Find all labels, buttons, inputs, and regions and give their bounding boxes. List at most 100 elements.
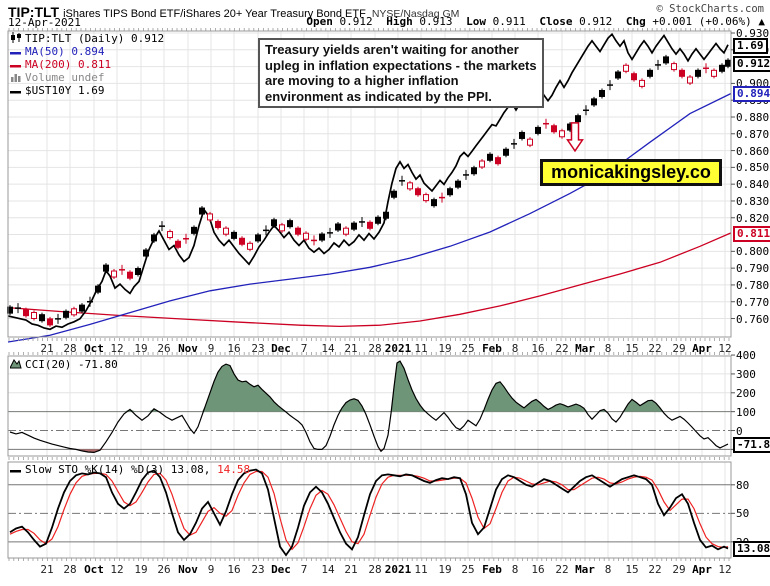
legend-cci: CCI(20) -71.80 bbox=[9, 358, 118, 372]
x-axis-label: 26 bbox=[157, 563, 171, 576]
legend-ma50: MA(50) 0.894 bbox=[10, 45, 104, 59]
y-axis-label: 0.830 bbox=[736, 194, 770, 208]
ticker-description: iShares TIPS Bond ETF/iShares 20+ Year T… bbox=[63, 8, 366, 20]
x-axis-label: 16 bbox=[227, 563, 241, 576]
x-axis-label: 25 bbox=[461, 342, 475, 355]
legend-stochastic: Slow STO %K(14) %D(3) 13.08, 14.58 bbox=[10, 463, 250, 477]
x-axis-label: 8 bbox=[511, 563, 519, 576]
close-value: 0.912 bbox=[579, 15, 613, 28]
y-axis-label: 400 bbox=[736, 349, 756, 363]
watermark-badge: monicakingsley.co bbox=[540, 159, 722, 186]
black-line-icon bbox=[10, 85, 22, 98]
y-axis-label: 0.930 bbox=[736, 27, 770, 40]
y-axis-label: 50 bbox=[736, 507, 750, 521]
x-axis-label: Apr bbox=[692, 563, 712, 576]
x-axis-label: Nov bbox=[178, 563, 198, 576]
y-axis-label: 0.850 bbox=[736, 161, 770, 175]
x-axis-label: 12 bbox=[718, 563, 732, 576]
x-axis-label: 29 bbox=[672, 342, 686, 355]
x-axis-label: 16 bbox=[531, 563, 545, 576]
ticker-symbol: TIP:TLT bbox=[8, 4, 60, 20]
y-axis-label: 0.880 bbox=[736, 110, 770, 124]
x-axis-label: 28 bbox=[368, 342, 382, 355]
x-axis-label: 21 bbox=[344, 563, 358, 576]
x-axis-label: 21 bbox=[40, 563, 54, 576]
price-callout: 13.08 bbox=[733, 541, 770, 558]
x-axis-label: Oct bbox=[84, 563, 104, 576]
chg-value: +0.001 (+0.06%) bbox=[652, 15, 752, 28]
up-arrow-icon: ▲ bbox=[758, 15, 765, 28]
x-axis-label: 9 bbox=[207, 563, 215, 576]
x-axis-label: Nov bbox=[178, 342, 198, 355]
x-axis-label: 28 bbox=[63, 563, 77, 576]
annotation-text-box: Treasury yields aren't waiting for anoth… bbox=[258, 38, 544, 108]
legend-price: TIP:TLT (Daily) 0.912 bbox=[10, 32, 164, 46]
x-axis-label: 15 bbox=[625, 342, 639, 355]
chart-date: 12-Apr-2021 bbox=[8, 16, 81, 29]
y-axis-label: 0.760 bbox=[736, 312, 770, 326]
high-label: High bbox=[386, 15, 413, 28]
x-axis-label: 15 bbox=[625, 563, 639, 576]
x-axis-label: Mar bbox=[575, 563, 595, 576]
x-axis-label: 8 bbox=[511, 342, 519, 355]
x-axis-label: 12 bbox=[718, 342, 732, 355]
y-axis-label: 0.860 bbox=[736, 144, 770, 158]
y-axis-label: 0 bbox=[736, 424, 743, 438]
x-axis-label: Feb bbox=[482, 342, 502, 355]
volume-bars-icon bbox=[10, 72, 22, 85]
y-axis-label: 80 bbox=[736, 478, 750, 492]
open-label: Open bbox=[306, 15, 333, 28]
y-axis-label: 0.790 bbox=[736, 262, 770, 276]
x-axis-label: Mar bbox=[575, 342, 595, 355]
y-axis-label: 0.770 bbox=[736, 295, 770, 309]
y-axis-label: 0.780 bbox=[736, 278, 770, 292]
y-axis-label: 0.840 bbox=[736, 178, 770, 192]
blue-line-icon bbox=[10, 46, 22, 59]
x-axis-label: Dec bbox=[271, 342, 291, 355]
price-callout: 0.894 bbox=[733, 86, 770, 103]
x-axis-label: 14 bbox=[321, 342, 335, 355]
red-line-icon bbox=[10, 59, 22, 72]
x-axis-label: 12 bbox=[110, 342, 124, 355]
x-axis-label: 2021 bbox=[384, 563, 412, 576]
open-value: 0.912 bbox=[339, 15, 373, 28]
ohlc-readout: Open 0.912 High 0.913 Low 0.911 Close 0.… bbox=[299, 15, 765, 28]
chart-header: TIP:TLT iShares TIPS Bond ETF/iShares 20+… bbox=[8, 2, 459, 21]
x-axis-label: 2021 bbox=[384, 342, 412, 355]
x-axis-label: 12 bbox=[110, 563, 124, 576]
stockcharts-copyright: © StockCharts.com bbox=[656, 3, 764, 15]
y-axis-label: 0.870 bbox=[736, 127, 770, 141]
black-line-icon bbox=[10, 464, 22, 477]
x-axis-label: 8 bbox=[604, 563, 612, 576]
x-axis-label: 19 bbox=[438, 342, 452, 355]
x-axis-label: 28 bbox=[63, 342, 77, 355]
x-axis-label: 7 bbox=[300, 342, 308, 355]
x-axis-label: 8 bbox=[604, 342, 612, 355]
x-axis-label: 19 bbox=[134, 563, 148, 576]
price-callout: 1.69 bbox=[733, 37, 768, 54]
low-label: Low bbox=[466, 15, 487, 28]
x-axis-label: 28 bbox=[368, 563, 382, 576]
close-label: Close bbox=[539, 15, 573, 28]
x-axis-label: Dec bbox=[271, 563, 291, 576]
x-axis-label: 9 bbox=[207, 342, 215, 355]
x-axis-label: 11 bbox=[414, 342, 428, 355]
high-value: 0.913 bbox=[419, 15, 453, 28]
y-axis-label: 300 bbox=[736, 367, 756, 381]
chg-label: Chg bbox=[625, 15, 646, 28]
x-axis-label: 21 bbox=[40, 342, 54, 355]
x-axis-label: 22 bbox=[648, 342, 662, 355]
y-axis-label: 0.800 bbox=[736, 245, 770, 259]
x-axis-label: Feb bbox=[482, 563, 502, 576]
x-axis-label: 16 bbox=[227, 342, 241, 355]
legend-volume: Volume undef bbox=[10, 71, 104, 85]
x-axis-label: 21 bbox=[344, 342, 358, 355]
x-axis-label: 22 bbox=[555, 342, 569, 355]
x-axis-label: 7 bbox=[300, 563, 308, 576]
area-mountain-icon bbox=[9, 358, 22, 372]
x-axis-label: 29 bbox=[672, 563, 686, 576]
price-callout: 0.912 bbox=[733, 56, 770, 73]
x-axis-label: 14 bbox=[321, 563, 335, 576]
exchange-label: NYSE/Nasdaq GM bbox=[371, 8, 460, 20]
